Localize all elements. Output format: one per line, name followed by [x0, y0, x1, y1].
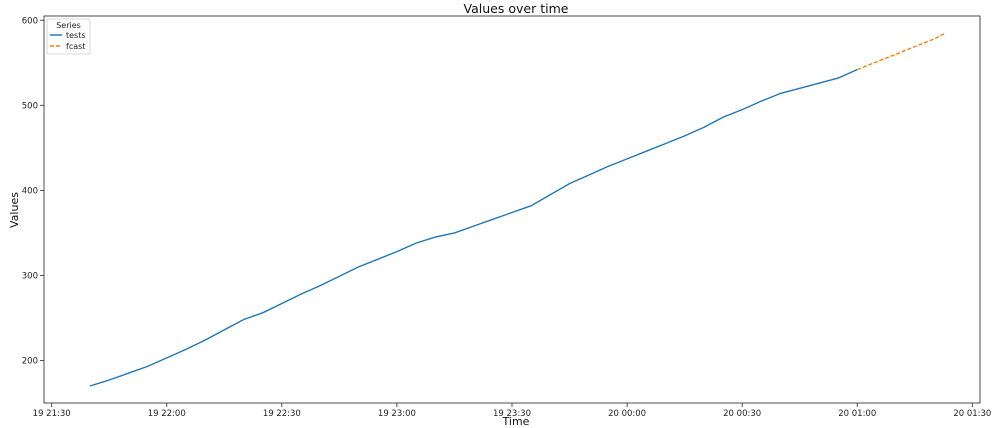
x-tick-label: 19 21:30 — [33, 409, 71, 419]
x-axis: 19 21:30 19 22:00 19 22:30 19 23:00 19 23:30… — [33, 403, 991, 419]
x-tick-label: 20 00:30 — [723, 409, 761, 419]
legend: Series tests fcast — [46, 18, 91, 55]
legend-box — [46, 18, 91, 55]
legend-title: Series — [56, 21, 81, 30]
y-tick-label: 500 — [22, 101, 38, 111]
plot-area — [89, 32, 946, 387]
y-tick-label: 200 — [22, 356, 38, 366]
y-tick-label: 400 — [22, 186, 38, 196]
y-tick-label: 300 — [22, 271, 38, 281]
series-line-tests — [89, 68, 858, 387]
x-tick-label: 20 01:00 — [838, 409, 876, 419]
x-tick-label: 19 22:00 — [148, 409, 186, 419]
y-axis: 200 300 400 500 600 — [22, 16, 44, 366]
x-tick-label: 19 22:30 — [263, 409, 301, 419]
x-tick-label: 20 01:30 — [953, 409, 991, 419]
chart-title: Values over time — [464, 1, 569, 16]
y-tick-label: 600 — [22, 16, 38, 26]
x-tick-label: 19 23:30 — [493, 409, 531, 419]
legend-label-tests: tests — [66, 31, 86, 40]
x-tick-label: 19 23:00 — [378, 409, 416, 419]
y-axis-label: Values — [8, 192, 21, 228]
x-tick-label: 20 00:00 — [608, 409, 646, 419]
legend-label-fcast: fcast — [66, 42, 85, 51]
x-axis-label: Time — [502, 415, 530, 428]
series-line-fcast — [856, 32, 946, 71]
